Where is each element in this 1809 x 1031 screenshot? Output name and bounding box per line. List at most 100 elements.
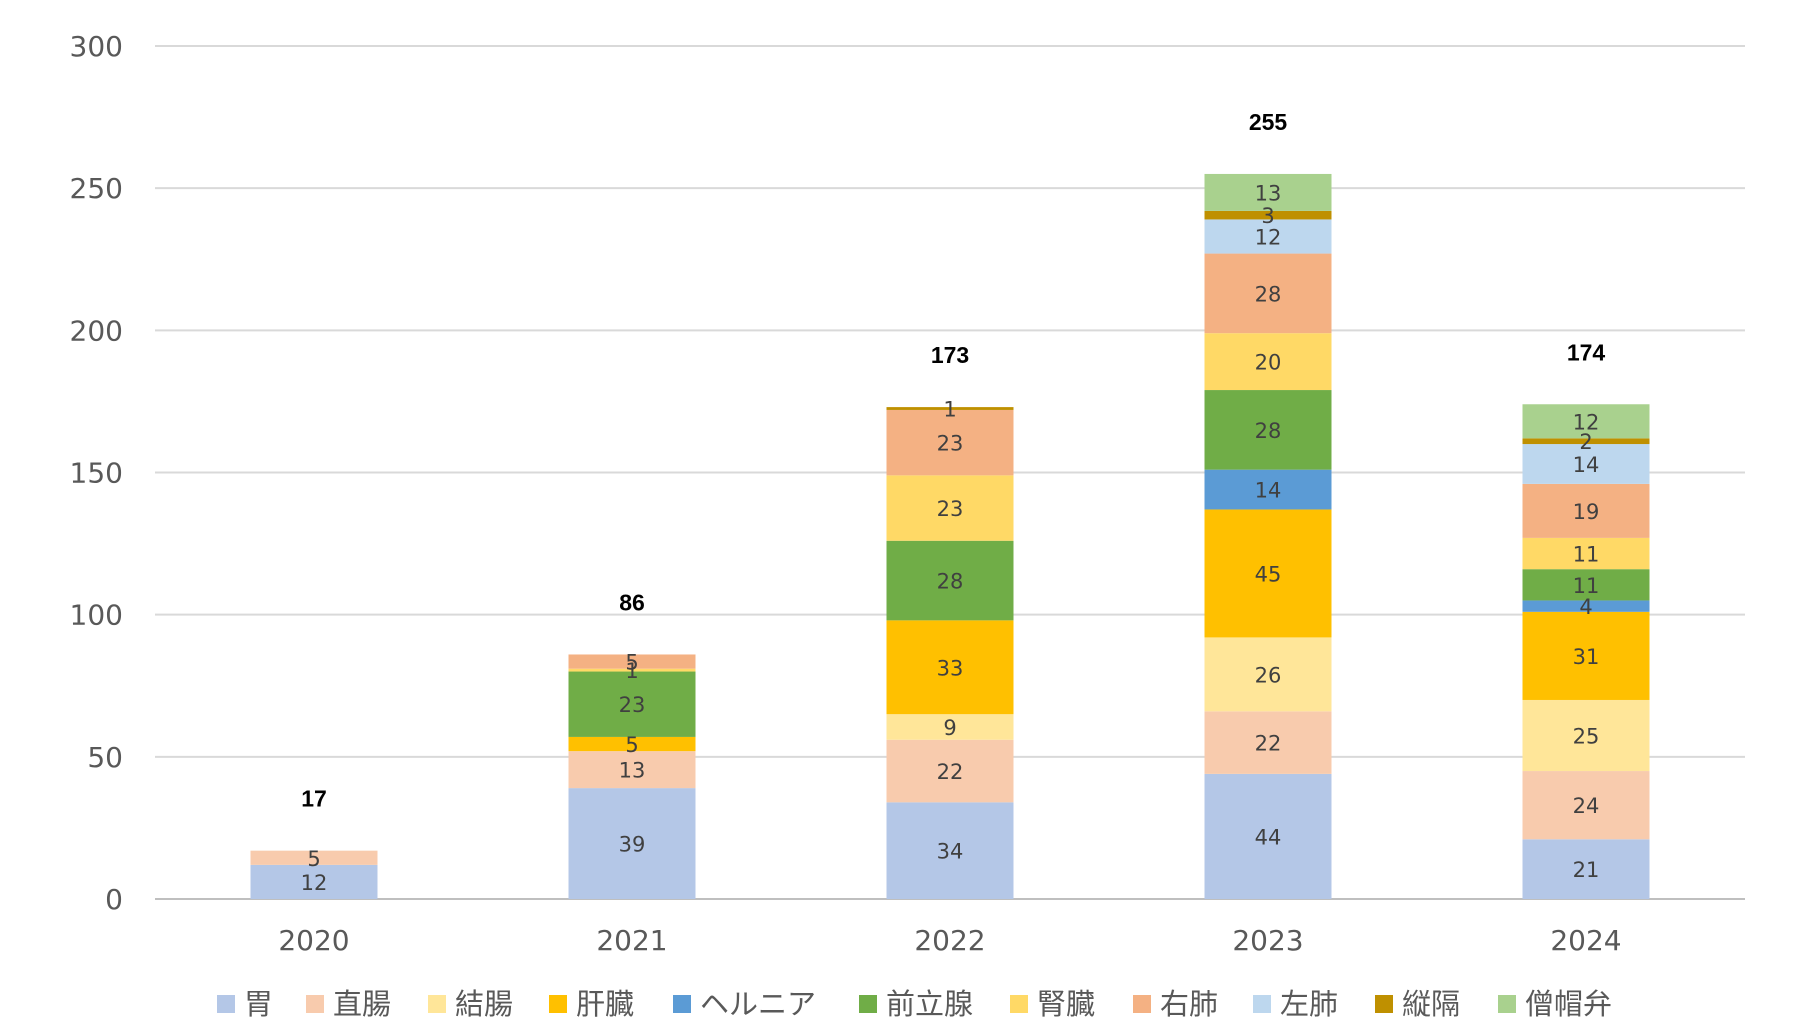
bar-segment xyxy=(886,802,1014,899)
bar-segment xyxy=(1204,469,1332,510)
segment-value-label: 28 xyxy=(1255,282,1282,306)
legend-swatch xyxy=(859,995,877,1013)
bar-segment xyxy=(1204,390,1332,470)
bar-segment xyxy=(250,850,378,865)
segment-value-label: 19 xyxy=(1573,500,1600,524)
segment-value-label: 26 xyxy=(1255,663,1282,687)
total-label: 255 xyxy=(1249,109,1288,135)
bar-segment xyxy=(1204,509,1332,638)
legend-swatch xyxy=(1253,995,1271,1013)
bar-segment xyxy=(886,407,1014,410)
segment-value-label: 1 xyxy=(625,659,638,683)
bar-segment xyxy=(1522,839,1650,899)
bar-segment xyxy=(886,409,1014,476)
segment-value-label: 5 xyxy=(307,847,320,871)
bar-segment xyxy=(886,714,1014,740)
bar-segment xyxy=(250,864,378,899)
segment-value-label: 14 xyxy=(1255,479,1282,503)
bar-segment xyxy=(1204,219,1332,254)
segment-value-label: 44 xyxy=(1255,825,1282,849)
bar-segment xyxy=(1204,173,1332,211)
bar-segment xyxy=(568,788,696,899)
y-tick-label: 150 xyxy=(70,457,123,490)
bar-segment xyxy=(1522,699,1650,772)
segment-value-label: 5 xyxy=(625,651,638,675)
segment-value-labels: 1 25 39 13 5 2 31 5 34 22 9 33 28 23 23 14 4 22 26 45 14 28 20… xyxy=(301,181,1600,895)
segment-value-label: 9 xyxy=(943,716,956,740)
legend-swatch xyxy=(1133,995,1151,1013)
bar-segment xyxy=(886,540,1014,621)
legend-swatch xyxy=(673,995,691,1013)
segment-value-label: 2 xyxy=(1579,430,1592,454)
segment-value-label: 24 xyxy=(1573,794,1600,818)
x-tick-label: 2021 xyxy=(596,924,667,957)
legend-label: ヘルニア xyxy=(700,987,816,1021)
legend-label: 腎臓 xyxy=(1037,987,1095,1021)
y-tick-label: 300 xyxy=(70,30,123,63)
legend: 胃 直腸 結腸 肝臓 ヘルニア 前立腺 腎臓 右肺 左肺 縦隔 僧帽弁 xyxy=(217,987,1612,1021)
total-label: 174 xyxy=(1567,339,1606,365)
bar-segment xyxy=(1522,438,1650,445)
segment-value-label: 11 xyxy=(1573,574,1600,598)
legend-swatch xyxy=(1498,995,1516,1013)
segment-value-label: 33 xyxy=(937,656,964,680)
segment-value-label: 34 xyxy=(937,840,964,864)
legend-swatch xyxy=(217,995,235,1013)
bar-segment xyxy=(1522,600,1650,612)
segment-value-label: 13 xyxy=(1255,181,1282,205)
segment-value-label: 12 xyxy=(1573,410,1600,434)
segment-value-label: 14 xyxy=(1573,453,1600,477)
total-label: 17 xyxy=(301,786,327,812)
segment-value-label: 12 xyxy=(301,871,328,895)
bar-segment xyxy=(1522,569,1650,601)
bar-segment xyxy=(1204,333,1332,391)
bar-segment xyxy=(1204,773,1332,899)
bar-segment xyxy=(1522,404,1650,439)
legend-label: 前立腺 xyxy=(886,987,973,1021)
y-tick-label: 200 xyxy=(70,314,123,347)
segment-value-label: 31 xyxy=(1573,645,1600,669)
segment-value-label: 28 xyxy=(1255,419,1282,443)
legend-label: 肝臓 xyxy=(576,987,634,1021)
y-axis-tick-labels: 0 50 100 150 200 250 300 xyxy=(70,30,123,916)
x-tick-label: 2022 xyxy=(914,924,985,957)
segment-value-label: 23 xyxy=(937,497,964,521)
segment-value-label: 23 xyxy=(619,693,646,717)
legend-label: 胃 xyxy=(244,987,273,1021)
legend-swatch xyxy=(1010,995,1028,1013)
segment-value-label: 22 xyxy=(937,760,964,784)
y-tick-label: 0 xyxy=(105,883,123,916)
legend-swatch xyxy=(306,995,324,1013)
segment-value-label: 20 xyxy=(1255,351,1282,375)
legend-label: 直腸 xyxy=(333,987,391,1021)
y-tick-label: 50 xyxy=(87,741,123,774)
y-tick-label: 100 xyxy=(70,599,123,632)
legend-label: 縦隔 xyxy=(1402,987,1460,1021)
bar-segment xyxy=(1522,611,1650,700)
bar-segment xyxy=(1522,483,1650,538)
segment-value-label: 22 xyxy=(1255,732,1282,756)
segment-value-label: 3 xyxy=(1261,204,1274,228)
segment-value-label: 4 xyxy=(1579,595,1592,619)
segment-value-label: 23 xyxy=(937,432,964,456)
segment-value-label: 28 xyxy=(937,570,964,594)
bar-segment xyxy=(568,671,696,737)
x-tick-label: 2024 xyxy=(1550,924,1621,957)
bar-segment xyxy=(1204,637,1332,712)
segment-value-label: 45 xyxy=(1255,562,1282,586)
legend-swatch xyxy=(549,995,567,1013)
legend-swatch xyxy=(1375,995,1393,1013)
legend-label: 左肺 xyxy=(1280,987,1338,1021)
bar-segment xyxy=(568,654,696,669)
legend-label: 右肺 xyxy=(1160,987,1218,1021)
segment-value-label: 25 xyxy=(1573,725,1600,749)
segment-value-label: 39 xyxy=(619,833,646,857)
bar-segment xyxy=(1204,711,1332,774)
bar-segment xyxy=(886,620,1014,715)
segment-value-label: 11 xyxy=(1573,543,1600,567)
legend-label: 僧帽弁 xyxy=(1525,987,1612,1021)
legend-label: 結腸 xyxy=(455,987,513,1021)
legend-swatch xyxy=(428,995,446,1013)
segment-value-label: 12 xyxy=(1255,226,1282,250)
